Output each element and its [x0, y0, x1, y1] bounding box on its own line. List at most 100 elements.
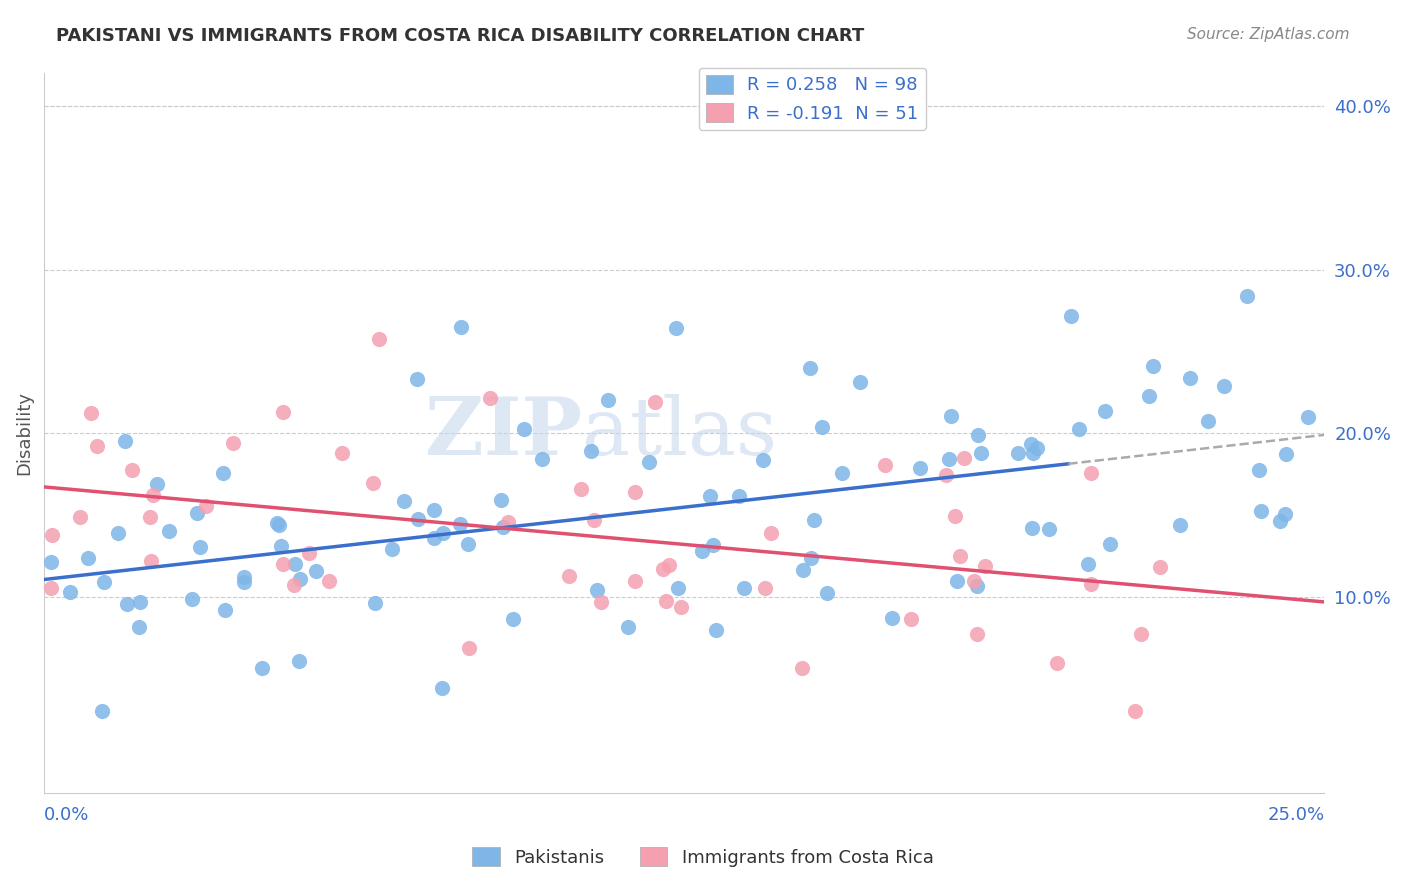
Text: ZIP: ZIP [425, 394, 582, 472]
Point [1045, 656, 1067, 670]
Point [283, 578, 305, 592]
Point [1123, 704, 1146, 718]
Point [449, 516, 471, 531]
Point [363, 475, 385, 490]
Point [637, 455, 659, 469]
Point [1130, 626, 1153, 640]
Point [1007, 446, 1029, 460]
Point [973, 558, 995, 573]
Point [91, 704, 114, 718]
Point [589, 595, 612, 609]
Point [368, 332, 391, 346]
Point [298, 546, 321, 560]
Point [512, 422, 534, 436]
Point [665, 321, 688, 335]
Point [1038, 522, 1060, 536]
Point [267, 518, 290, 533]
Point [530, 452, 553, 467]
Point [1213, 379, 1236, 393]
Point [146, 477, 169, 491]
Point [790, 661, 813, 675]
Point [967, 428, 990, 442]
Point [666, 582, 689, 596]
Point [652, 562, 675, 576]
Point [1250, 504, 1272, 518]
Point [114, 434, 136, 449]
Point [759, 525, 782, 540]
Point [1168, 517, 1191, 532]
Point [1137, 389, 1160, 403]
Point [142, 487, 165, 501]
Point [422, 503, 444, 517]
Point [80, 405, 103, 419]
Point [970, 446, 993, 460]
Point [939, 409, 962, 424]
Point [800, 551, 823, 566]
Point [658, 558, 681, 572]
Point [330, 446, 353, 460]
Point [949, 549, 972, 563]
Point [875, 458, 897, 472]
Point [849, 376, 872, 390]
Point [952, 451, 974, 466]
Point [232, 570, 254, 584]
Point [963, 574, 986, 589]
Point [287, 654, 309, 668]
Point [457, 537, 479, 551]
Text: Source: ZipAtlas.com: Source: ZipAtlas.com [1187, 27, 1350, 42]
Point [252, 661, 274, 675]
Point [432, 681, 454, 695]
Point [624, 574, 647, 588]
Point [271, 405, 294, 419]
Point [908, 461, 931, 475]
Y-axis label: Disability: Disability [15, 391, 32, 475]
Point [222, 435, 245, 450]
Point [93, 575, 115, 590]
Point [195, 499, 218, 513]
Point [186, 506, 208, 520]
Point [478, 391, 501, 405]
Point [1274, 507, 1296, 521]
Point [489, 493, 512, 508]
Point [702, 538, 724, 552]
Point [1149, 559, 1171, 574]
Point [586, 582, 609, 597]
Point [1197, 414, 1219, 428]
Point [181, 591, 204, 606]
Point [69, 510, 91, 524]
Point [284, 558, 307, 572]
Legend: R = 0.258   N = 98, R = -0.191  N = 51: R = 0.258 N = 98, R = -0.191 N = 51 [699, 68, 925, 130]
Point [406, 512, 429, 526]
Point [1270, 514, 1292, 528]
Point [432, 525, 454, 540]
Point [392, 494, 415, 508]
Point [423, 531, 446, 545]
Point [581, 444, 603, 458]
Point [1019, 437, 1042, 451]
Point [318, 574, 340, 589]
Point [107, 526, 129, 541]
Point [596, 392, 619, 407]
Point [138, 510, 160, 524]
Text: 0.0%: 0.0% [44, 806, 90, 824]
Point [1098, 537, 1121, 551]
Text: atlas: atlas [582, 394, 778, 472]
Point [692, 544, 714, 558]
Point [502, 612, 524, 626]
Point [803, 513, 825, 527]
Point [1080, 467, 1102, 481]
Point [232, 575, 254, 590]
Point [41, 528, 63, 542]
Point [935, 467, 957, 482]
Point [617, 620, 640, 634]
Point [190, 540, 212, 554]
Point [1080, 577, 1102, 591]
Point [117, 597, 139, 611]
Point [792, 563, 814, 577]
Point [59, 585, 82, 599]
Point [157, 524, 180, 538]
Point [305, 564, 328, 578]
Point [728, 489, 751, 503]
Point [288, 572, 311, 586]
Point [266, 516, 288, 530]
